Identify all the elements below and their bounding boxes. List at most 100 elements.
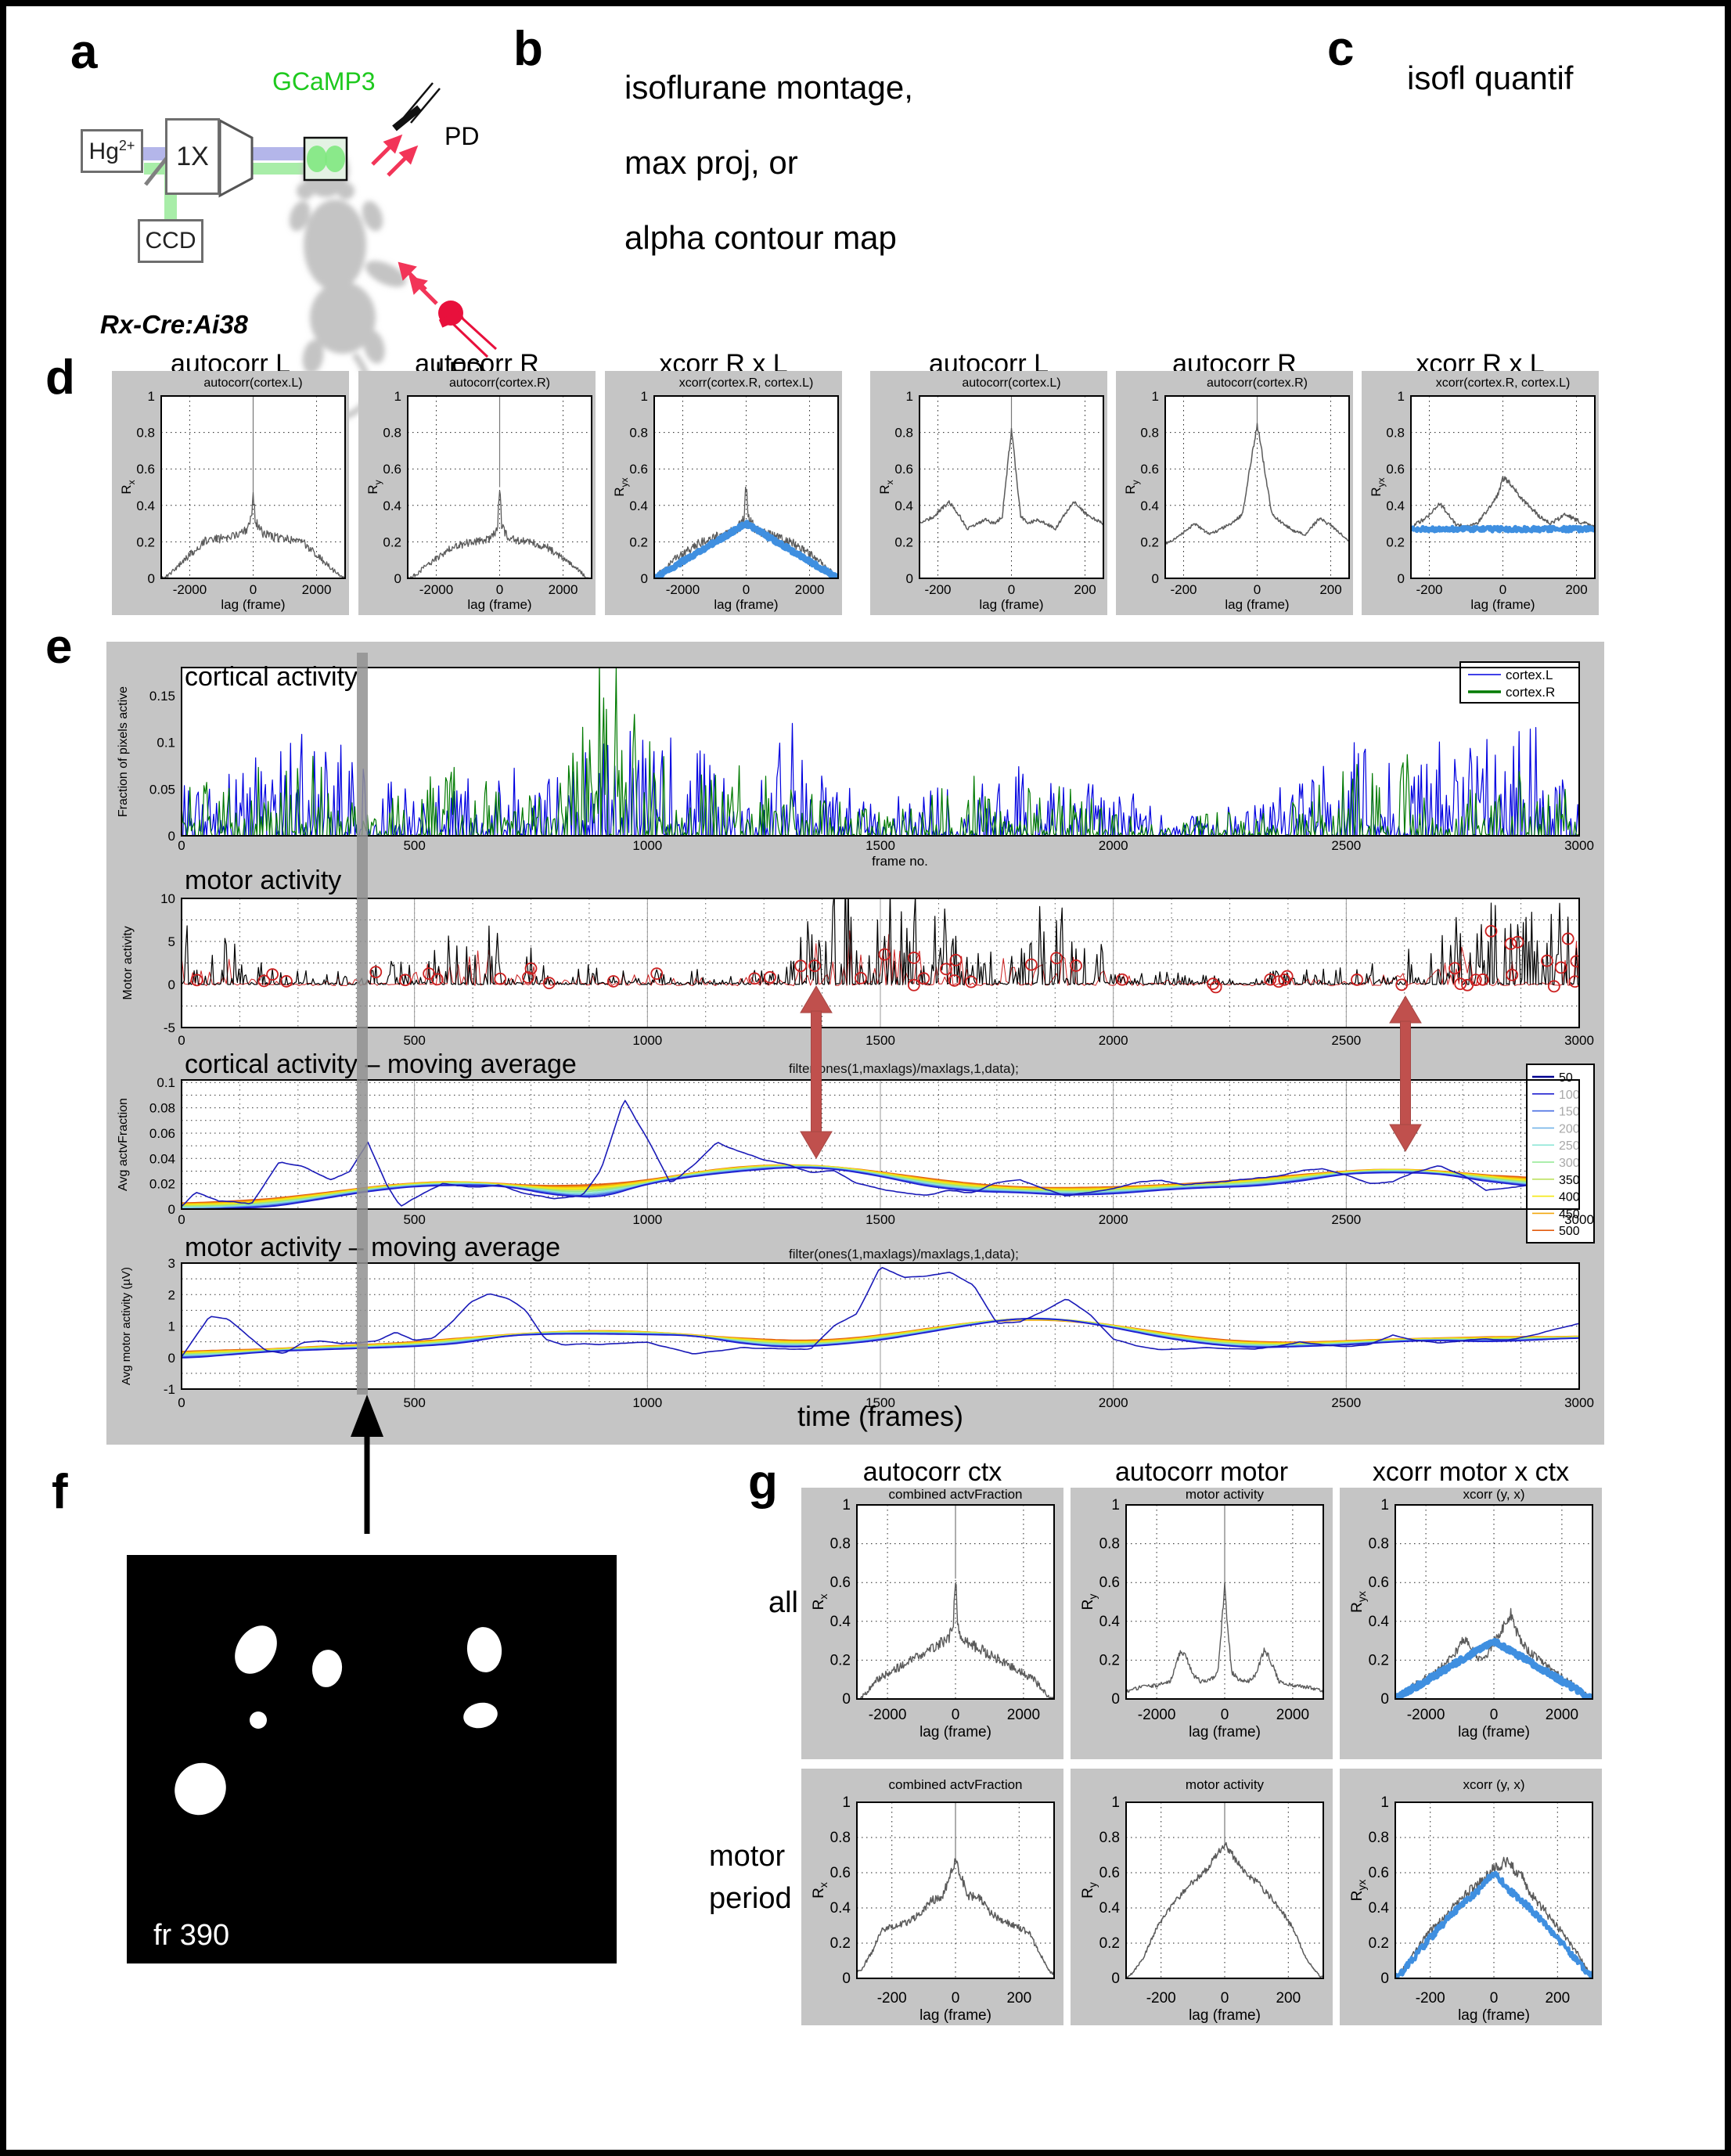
svg-text:autocorr(cortex.L): autocorr(cortex.L) [203, 376, 302, 390]
svg-text:xcorr (y, x): xcorr (y, x) [1463, 1488, 1524, 1502]
svg-text:0.4: 0.4 [1386, 499, 1405, 513]
svg-text:0: 0 [1221, 1990, 1229, 2007]
svg-text:-200: -200 [924, 582, 951, 597]
svg-text:0.05: 0.05 [149, 782, 175, 797]
svg-text:3: 3 [168, 1256, 175, 1271]
svg-text:200: 200 [1074, 582, 1096, 597]
svg-text:0: 0 [1111, 1691, 1120, 1708]
svg-text:1000: 1000 [632, 838, 662, 853]
svg-text:0.8: 0.8 [894, 426, 913, 441]
svg-text:0.2: 0.2 [1369, 1935, 1389, 1952]
svg-text:lag (frame): lag (frame) [919, 2007, 991, 2024]
svg-text:0: 0 [1380, 1971, 1389, 1987]
svg-text:1: 1 [641, 389, 648, 404]
svg-text:1: 1 [1398, 389, 1405, 404]
svg-text:0: 0 [178, 838, 185, 853]
svg-text:1: 1 [1111, 1794, 1120, 1811]
svg-text:1: 1 [1152, 389, 1159, 404]
svg-text:-2000: -2000 [419, 582, 453, 597]
svg-text:0.8: 0.8 [1099, 1830, 1120, 1846]
svg-text:0.6: 0.6 [894, 462, 913, 477]
svg-text:0: 0 [641, 571, 648, 586]
plot-autocorr-L-long: autocorr(cortex.L) 0 0.2 0.4 0.6 0.8 1 -2000 0 20… [112, 371, 349, 615]
svg-text:500: 500 [1559, 1225, 1580, 1238]
svg-text:200: 200 [1559, 1122, 1580, 1136]
svg-text:0.4: 0.4 [1099, 1900, 1121, 1917]
objective-icon [218, 118, 254, 198]
panel-b-text: isoflurane montage, max proj, or alpha c… [624, 50, 913, 275]
frame-pointer-arrow [351, 1395, 383, 1534]
svg-text:motor activity: motor activity [1186, 1488, 1265, 1502]
svg-text:Avg actvFraction: Avg actvFraction [117, 1098, 130, 1191]
correlation-arrow-right [1389, 995, 1422, 1152]
plot-title-xcorr-motor-ctx: xcorr motor x ctx [1372, 1457, 1570, 1487]
svg-text:lag (frame): lag (frame) [221, 597, 285, 612]
svg-text:xcorr(cortex.R, cortex.L): xcorr(cortex.R, cortex.L) [679, 376, 814, 390]
svg-text:lag (frame): lag (frame) [979, 597, 1043, 612]
svg-text:0.6: 0.6 [1099, 1865, 1120, 1881]
svg-text:0.8: 0.8 [136, 426, 155, 441]
led-icon [438, 301, 498, 358]
svg-text:lag (frame): lag (frame) [1470, 597, 1535, 612]
svg-text:0.04: 0.04 [149, 1151, 175, 1166]
svg-text:0.6: 0.6 [1369, 1865, 1389, 1881]
svg-text:0.6: 0.6 [830, 1575, 851, 1591]
svg-text:1: 1 [842, 1794, 851, 1811]
svg-text:500: 500 [403, 1212, 425, 1227]
svg-text:1: 1 [1380, 1497, 1389, 1514]
svg-text:2500: 2500 [1331, 838, 1361, 853]
plot-autocorr-R-long: autocorr(cortex.R) 0 0.2 0.4 0.6 0.8 1 -2000 0 20… [358, 371, 596, 615]
svg-text:time (frames): time (frames) [797, 1400, 963, 1432]
correlation-arrow-left [800, 985, 833, 1159]
svg-text:500: 500 [403, 838, 425, 853]
plot-autocorr-ctx-motorperiod: combined actvFraction 0 0.2 0.4 0.6 0.8 1 -200 0… [801, 1769, 1063, 2025]
panel-b-letter: b [513, 22, 543, 76]
svg-text:0: 0 [1221, 1707, 1229, 1723]
svg-text:0: 0 [1490, 1707, 1499, 1723]
svg-text:2000: 2000 [1099, 1033, 1128, 1048]
svg-text:-2000: -2000 [1138, 1707, 1176, 1723]
svg-text:0.2: 0.2 [830, 1935, 851, 1952]
mouse-image [289, 144, 406, 420]
plot-xcorr-RxL-long: xcorr(cortex.R, cortex.L) 0 0.2 0.4 0.6 0.8 1 -… [605, 371, 842, 615]
svg-text:0.6: 0.6 [1369, 1575, 1389, 1591]
svg-text:autocorr(cortex.R): autocorr(cortex.R) [1207, 376, 1308, 390]
panel-a-letter: a [70, 25, 98, 79]
svg-text:lag (frame): lag (frame) [1458, 1724, 1530, 1740]
svg-text:2500: 2500 [1331, 1212, 1361, 1227]
svg-text:xcorr(cortex.R, cortex.L): xcorr(cortex.R, cortex.L) [1436, 376, 1571, 390]
plot-xcorr-motor-ctx-motorperiod: xcorr (y, x) 0 0.2 0.4 0.6 0.8 1 -200 0 200 lag (f… [1340, 1769, 1602, 2025]
panel-f-letter: f [52, 1465, 68, 1519]
gcamp-label: GCaMP3 [272, 67, 376, 95]
svg-text:0.2: 0.2 [1140, 535, 1159, 549]
svg-text:500: 500 [403, 1395, 425, 1410]
plot-autocorr-motor-motorperiod: motor activity 0 0.2 0.4 0.6 0.8 1 -200 0 200 lag … [1071, 1769, 1333, 2025]
svg-text:0.2: 0.2 [136, 535, 155, 549]
svg-text:filter(ones(1,maxlags)/maxlags: filter(ones(1,maxlags)/maxlags,1,data); [789, 1061, 1019, 1076]
svg-text:0.6: 0.6 [383, 462, 401, 477]
svg-text:0: 0 [842, 1691, 851, 1708]
svg-text:lag (frame): lag (frame) [467, 597, 531, 612]
svg-text:200: 200 [1006, 1990, 1031, 2007]
active-region-blob-2 [311, 1650, 343, 1687]
svg-text:0.1: 0.1 [157, 736, 175, 750]
active-region-blob-4 [466, 1627, 502, 1672]
svg-text:0.4: 0.4 [136, 499, 155, 513]
svg-text:0: 0 [148, 571, 155, 586]
svg-text:-2000: -2000 [666, 582, 700, 597]
svg-text:lag (frame): lag (frame) [1458, 2007, 1530, 2024]
svg-text:0.2: 0.2 [1099, 1935, 1120, 1952]
svg-text:0: 0 [178, 1395, 185, 1410]
svg-text:1000: 1000 [632, 1212, 662, 1227]
active-region-blob-5 [463, 1702, 498, 1729]
svg-text:1500: 1500 [866, 1212, 895, 1227]
svg-text:0.4: 0.4 [1099, 1614, 1121, 1630]
svg-text:0.8: 0.8 [830, 1536, 851, 1553]
reflected-light-arrows [371, 134, 419, 177]
svg-text:0.4: 0.4 [830, 1614, 851, 1630]
svg-text:0.4: 0.4 [629, 499, 648, 513]
svg-text:0.6: 0.6 [136, 462, 155, 477]
svg-text:-200: -200 [1146, 1990, 1176, 2007]
svg-text:Avg motor activity (µV): Avg motor activity (µV) [120, 1267, 133, 1385]
